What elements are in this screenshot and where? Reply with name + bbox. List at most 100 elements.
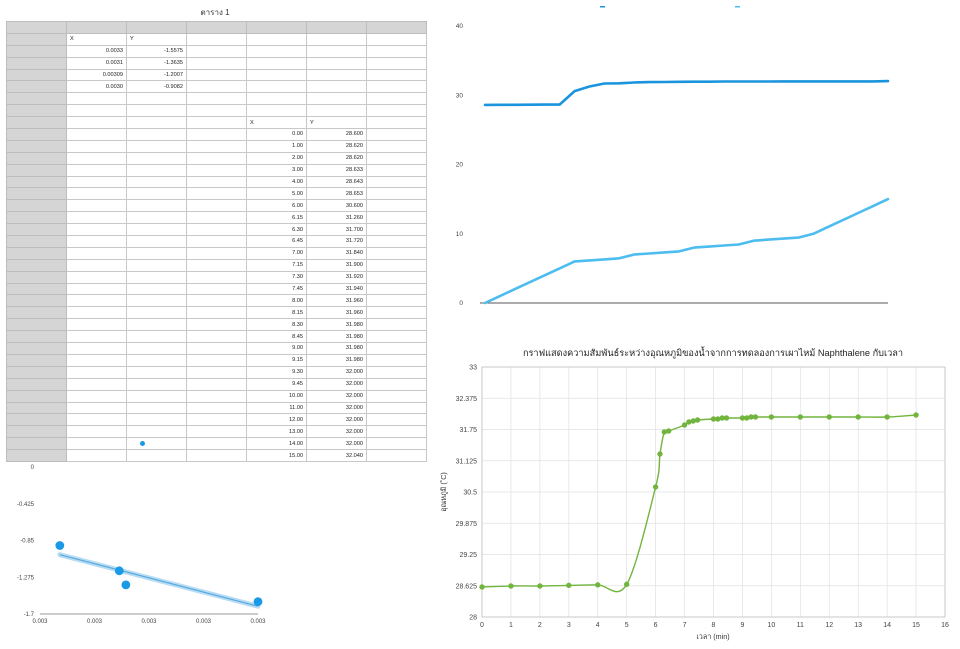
table-cell xyxy=(66,389,127,403)
data-point xyxy=(537,583,543,589)
y-axis-label: อุณหภูมิ (˚C) xyxy=(439,472,448,512)
table-cell xyxy=(66,282,127,296)
table-cell xyxy=(186,80,247,94)
table-row: 6.00 30.600 xyxy=(6,199,427,213)
table-cell xyxy=(246,80,307,94)
table-cell xyxy=(66,92,127,106)
table-cell xyxy=(366,32,427,46)
data-point xyxy=(595,582,601,588)
table-cell: 7.45 xyxy=(246,282,307,296)
table-row: 7.15 31.900 xyxy=(6,258,427,272)
data-point xyxy=(686,419,692,425)
table-row: 8.30 31.980 xyxy=(6,318,427,332)
table-row: 10.00 32.000 xyxy=(6,389,427,403)
table-cell xyxy=(186,175,247,189)
table-cell xyxy=(366,270,427,284)
data-point xyxy=(55,541,65,550)
table-cell xyxy=(366,318,427,332)
table-cell: 4.00 xyxy=(246,175,307,189)
data-point xyxy=(752,414,759,420)
table-cell xyxy=(186,294,247,308)
table-row: 7.45 31.940 xyxy=(6,282,427,296)
row-header xyxy=(6,389,67,403)
table-cell xyxy=(126,199,187,213)
table-row: 2.00 28.620 xyxy=(6,151,427,165)
table-cell: 0.0031 xyxy=(66,56,127,70)
y-tick-label: 0 xyxy=(31,465,35,471)
data-table: X Y 0.0033 -1.5575 0.0031 -1.3635 0.00309 -1.20… xyxy=(6,21,427,462)
table-cell xyxy=(246,56,307,70)
data-point xyxy=(715,416,721,422)
table-cell xyxy=(186,437,247,451)
table-cell: 31.960 xyxy=(306,294,367,308)
table-cell: 6.00 xyxy=(246,199,307,213)
table-cell xyxy=(306,92,367,106)
table-cell: 32.000 xyxy=(306,365,367,379)
table-cell xyxy=(126,246,187,260)
table-cell xyxy=(66,270,127,284)
table-cell xyxy=(186,139,247,153)
data-point xyxy=(855,414,861,420)
table-cell: 32.000 xyxy=(306,389,367,403)
table-cell: 28.653 xyxy=(306,187,367,201)
table-cell xyxy=(186,187,247,201)
table-cell xyxy=(366,306,427,320)
table-cell: 3.00 xyxy=(246,163,307,177)
table-cell xyxy=(366,389,427,403)
table-cell xyxy=(66,258,127,272)
table-cell: 6.15 xyxy=(246,211,307,225)
table-cell xyxy=(66,246,127,260)
naphthalene-line-chart: กราฟแสดงความสัมพันธ์ระหว่างอุณหภูมิของน้… xyxy=(439,345,949,641)
table-row: 6.45 31.720 xyxy=(6,235,427,248)
y-tick-label: 30.5 xyxy=(463,490,477,497)
table-cell xyxy=(246,104,307,118)
table-row xyxy=(6,104,427,118)
table-cell xyxy=(306,68,367,82)
table-cell xyxy=(66,330,127,344)
table-cell xyxy=(126,92,187,106)
table-row: 8.00 31.960 xyxy=(6,294,427,308)
x-tick-label: 14 xyxy=(883,622,891,629)
table-cell xyxy=(246,92,307,106)
data-point xyxy=(121,580,131,590)
table-cell xyxy=(66,294,127,308)
legend-marker xyxy=(735,6,740,8)
column-header: Y xyxy=(126,32,187,46)
table-row: 12.00 32.000 xyxy=(6,413,427,427)
chart-title: กราฟแสดงความสัมพันธ์ระหว่างอุณหภูมิของน้… xyxy=(523,345,903,359)
table-cell: 8.00 xyxy=(246,294,307,308)
table-cell xyxy=(186,246,247,260)
table-cell xyxy=(126,401,187,415)
table-row: 0.00 28.600 xyxy=(6,128,427,141)
table-cell: 1.00 xyxy=(246,139,307,153)
table-cell: 31.940 xyxy=(306,282,367,296)
row-header xyxy=(6,92,67,106)
row-header xyxy=(6,116,67,130)
data-point xyxy=(690,418,696,424)
row-header xyxy=(6,246,67,260)
table-cell: 28.633 xyxy=(306,163,367,177)
table-row: 11.00 32.000 xyxy=(6,401,427,415)
table-cell xyxy=(126,413,187,427)
table-cell xyxy=(186,223,247,237)
table-cell xyxy=(186,330,247,344)
table-cell xyxy=(186,92,247,106)
table-cell xyxy=(66,199,127,213)
table-row: 4.00 28.643 xyxy=(6,175,427,189)
table-cell xyxy=(366,377,427,391)
table-cell xyxy=(366,199,427,213)
table-cell xyxy=(366,294,427,308)
row-header xyxy=(6,223,67,237)
data-point xyxy=(661,429,668,435)
data-point xyxy=(710,416,717,422)
table-row: 15.00 32.040 xyxy=(6,449,427,462)
table-cell xyxy=(366,104,427,118)
selection-dot xyxy=(140,441,145,447)
table-cell xyxy=(186,128,247,141)
y-tick-label: 30 xyxy=(456,92,464,99)
table-cell xyxy=(186,116,247,130)
x-tick-label: 7 xyxy=(683,622,687,629)
table-cell xyxy=(66,175,127,189)
row-header xyxy=(6,199,67,213)
